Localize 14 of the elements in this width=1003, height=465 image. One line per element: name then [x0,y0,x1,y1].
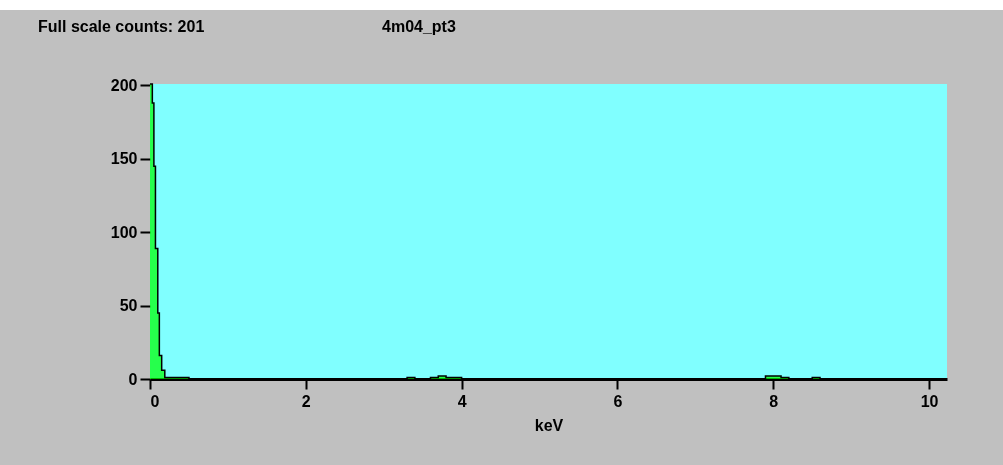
y-tick-label: 100 [110,223,138,241]
chart-subtitle: Full scale counts: 201 [38,18,205,36]
x-tick-label: 0 [150,392,160,410]
y-tick-label: 0 [128,370,138,388]
x-tick-label: 8 [769,392,779,410]
x-tick-label: 6 [613,392,623,410]
y-tick-label: 50 [119,297,138,315]
y-tick-label: 150 [110,150,138,168]
y-tick-label: 200 [110,76,138,94]
x-tick-label: 2 [301,392,311,410]
x-tick-label: 4 [457,392,467,410]
chart-title: 4m04_pt3 [382,18,456,36]
x-tick-label: 10 [920,392,939,410]
x-axis-title: keV [534,416,564,434]
